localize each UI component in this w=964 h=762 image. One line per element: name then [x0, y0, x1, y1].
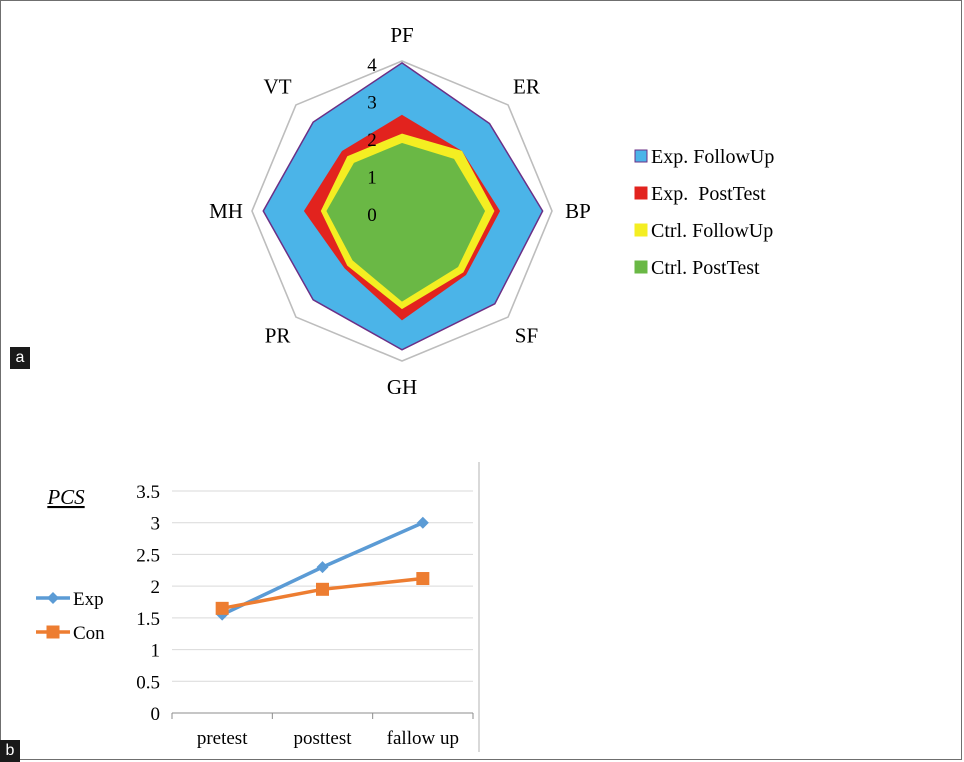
radar-legend: Exp. FollowUp Exp. PostTest Ctrl. FollowUp…	[634, 146, 774, 279]
radar-grid-ring	[251, 60, 553, 362]
mcs-line-chart: 0 0.5 1 1.5 2 2.5 3 3.5 pretest posttest fallow up…	[36, 482, 474, 749]
marker-con	[416, 572, 430, 586]
y-tick-label: 2.5	[136, 545, 160, 566]
marker-exp	[416, 516, 429, 529]
radar-axis-label-bp: BP	[565, 199, 591, 223]
marker-con	[316, 582, 329, 596]
legend-label-ctrl-followup: Ctrl. FollowUp	[651, 220, 773, 242]
y-tick-label: 1.5	[136, 609, 160, 630]
legend-label-exp-followup: Exp. FollowUp	[651, 146, 774, 168]
legend-label-con: Con	[73, 623, 105, 644]
legend-swatch-ctrl-posttest	[634, 260, 648, 274]
y-tick-label: 2	[151, 577, 161, 598]
x-tick-label-fallow-up: fallow up	[387, 728, 459, 749]
radar-axis-label-er: ER	[513, 75, 540, 99]
radar-tick-label: 2	[367, 130, 377, 151]
x-tick-label-pretest: pretest	[197, 728, 248, 749]
marker-exp	[316, 561, 329, 574]
y-tick-label: 3	[151, 514, 161, 535]
radar-area-ctrl-posttest	[326, 142, 486, 302]
radar-tick-label: 1	[367, 168, 377, 189]
radar-tick-label: 4	[367, 55, 377, 76]
radar-axis-label-gh: GH	[387, 375, 417, 399]
radar-tick-label: 3	[367, 93, 377, 114]
radar-axis-label-pf: PF	[390, 23, 413, 47]
radar-axis-label-pr: PR	[265, 323, 291, 347]
radar-tick-label: 0	[367, 205, 377, 226]
legend-marker-con	[46, 625, 60, 639]
legend-marker-exp	[47, 592, 59, 604]
marker-con	[215, 601, 229, 615]
panel-label-b: b	[0, 740, 20, 762]
legend-swatch-ctrl-followup	[634, 223, 648, 237]
legend-swatch-exp-posttest	[634, 186, 648, 200]
radar-axis-label-mh: MH	[209, 199, 243, 223]
radar-axis-label-sf: SF	[515, 323, 538, 347]
panel-label-a: a	[10, 347, 30, 369]
x-tick-label-posttest: posttest	[293, 728, 352, 749]
radar-axis-label-vt: VT	[264, 75, 292, 99]
radar-chart: 0 1 2 3 4 PF ER BP SF GH PR MH VT	[209, 23, 591, 399]
y-tick-label: 0.5	[136, 672, 160, 693]
legend-label-ctrl-posttest: Ctrl. PostTest	[651, 257, 760, 279]
panel-divider	[478, 462, 480, 752]
y-tick-label: 3.5	[136, 482, 160, 503]
legend-swatch-exp-followup	[634, 149, 648, 163]
legend-label-exp: Exp	[73, 589, 104, 610]
y-tick-label: 0	[151, 704, 161, 725]
chart-title-pcs: PCS	[46, 485, 85, 509]
legend-label-exp-posttest: Exp. PostTest	[651, 183, 766, 205]
y-tick-label: 1	[151, 641, 161, 662]
